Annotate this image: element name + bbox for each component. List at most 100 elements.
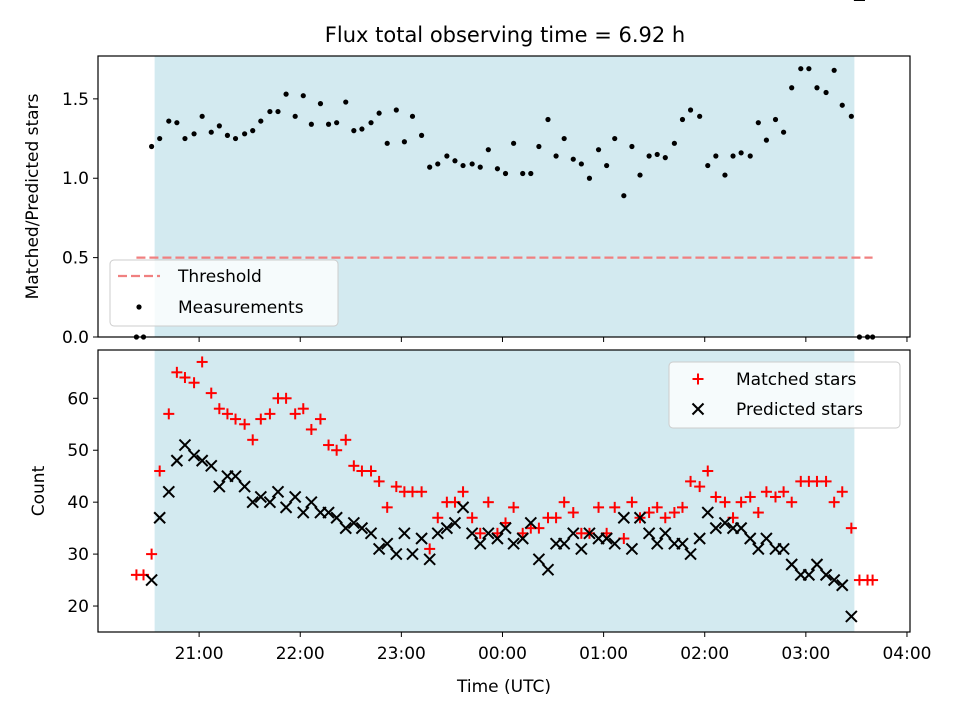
cross-b	[491, 532, 504, 545]
measurement-point	[393, 107, 399, 113]
x-tick-label: 02:00	[680, 644, 729, 664]
top-y-tick-label: 0.5	[62, 249, 89, 269]
bottom-y-tick-label: 30	[67, 545, 89, 565]
measurement-point	[292, 113, 298, 119]
cross-b	[819, 568, 833, 582]
measurement-point	[806, 66, 812, 72]
predicted-star-point	[633, 511, 647, 524]
predicted-star-point	[415, 532, 428, 545]
cross-b	[213, 480, 226, 493]
predicted-star-point	[263, 495, 277, 509]
measurement-point	[595, 147, 602, 153]
matched-star-point	[482, 496, 494, 508]
bottom-y-tick-label: 60	[67, 389, 89, 409]
predicted-star-point	[364, 527, 378, 540]
cross-b	[448, 516, 462, 530]
cross-b	[153, 511, 166, 524]
cross-b	[229, 469, 242, 483]
cross-b	[836, 579, 849, 592]
matched-star-point	[786, 496, 798, 508]
bottom-legend: Matched stars Predicted stars	[668, 361, 901, 429]
measurement-point	[300, 93, 306, 99]
top-y-axis-label: Matched/Predicted stars	[23, 93, 43, 299]
predicted-star-point	[734, 521, 748, 535]
measurement-point	[755, 120, 761, 126]
matched-star-point	[373, 475, 385, 487]
predicted-star-point	[254, 490, 268, 504]
measurement-point	[502, 170, 509, 177]
cross-b	[845, 610, 858, 623]
matched-star-point	[340, 434, 352, 446]
predicted-star-point	[752, 542, 765, 556]
matched-star-point	[752, 507, 764, 519]
x-tick-label: 22:00	[276, 644, 325, 664]
cross-b	[297, 506, 310, 519]
predicted-star-point	[836, 579, 849, 592]
top-panel: 0.0 0.5 1.0 1.5 Matched/Predicted stars Thr…	[23, 55, 911, 348]
predicted-star-point	[195, 454, 209, 467]
cross-b	[456, 501, 470, 514]
predicted-star-point	[693, 532, 706, 545]
measurement-point	[671, 140, 677, 146]
measurement-point	[317, 101, 324, 107]
measurement-point	[157, 135, 163, 142]
cross-b	[398, 527, 411, 540]
measurement-point	[174, 120, 180, 126]
matched-star-point	[416, 486, 428, 498]
matched-star-point	[593, 501, 605, 513]
matched-star-point	[685, 475, 697, 487]
cross-b	[178, 438, 192, 452]
measurement-point	[250, 128, 256, 134]
measurement-point	[334, 120, 340, 126]
measurement-point	[460, 162, 466, 169]
matched-star-point	[567, 507, 579, 519]
predicted-star-point	[398, 527, 411, 540]
predicted-star-point	[642, 527, 656, 540]
matched-star-point	[828, 496, 840, 508]
measurement-point	[384, 140, 390, 146]
x-tick-label: 00:00	[478, 644, 527, 664]
cross-b	[777, 542, 790, 556]
matched-star-point	[867, 574, 879, 586]
cross-b	[162, 485, 175, 498]
matched-star-point	[508, 501, 520, 513]
predicted-star-point	[330, 511, 343, 524]
cross-b	[827, 573, 841, 587]
measurement-point	[242, 131, 248, 137]
cross-b	[532, 553, 546, 566]
matched-star-point	[710, 491, 722, 503]
predicted-star-point	[406, 547, 419, 561]
cross-b	[567, 527, 580, 540]
measurement-point	[368, 120, 374, 126]
x-axis-label: Time (UTC)	[456, 677, 551, 697]
matched-star-point	[517, 527, 529, 539]
x-tick-label: 03:00	[781, 644, 830, 664]
predicted-star-point	[567, 527, 580, 540]
measurement-point	[409, 113, 416, 119]
cross-b	[633, 511, 647, 524]
bottom-axes-frame	[97, 349, 911, 633]
predicted-star-point	[684, 547, 697, 561]
matched-star-point	[424, 543, 436, 555]
matched-star-point	[744, 491, 756, 503]
predicted-star-point	[600, 532, 613, 545]
predicted-star-point	[347, 516, 361, 530]
predicted-star-point	[431, 527, 444, 540]
predicted-star-point	[322, 506, 335, 519]
cross-b	[170, 454, 184, 467]
matched-star-point	[154, 465, 166, 477]
predicted-star-point	[802, 568, 816, 582]
cross-b	[187, 449, 201, 462]
measurement-point	[646, 153, 652, 159]
measurement-point	[216, 123, 222, 129]
measurement-point	[343, 99, 349, 105]
matched-star-point	[466, 512, 478, 524]
bottom-y-axis-label: Count	[29, 465, 49, 516]
cross-b	[744, 532, 757, 545]
matched-star-point	[778, 486, 790, 498]
measurement-point	[586, 175, 593, 181]
matched-star-point	[694, 481, 706, 493]
matched-star-point	[676, 501, 688, 513]
cross-b	[305, 495, 318, 509]
top-y-tick-label: 1.0	[62, 169, 89, 189]
